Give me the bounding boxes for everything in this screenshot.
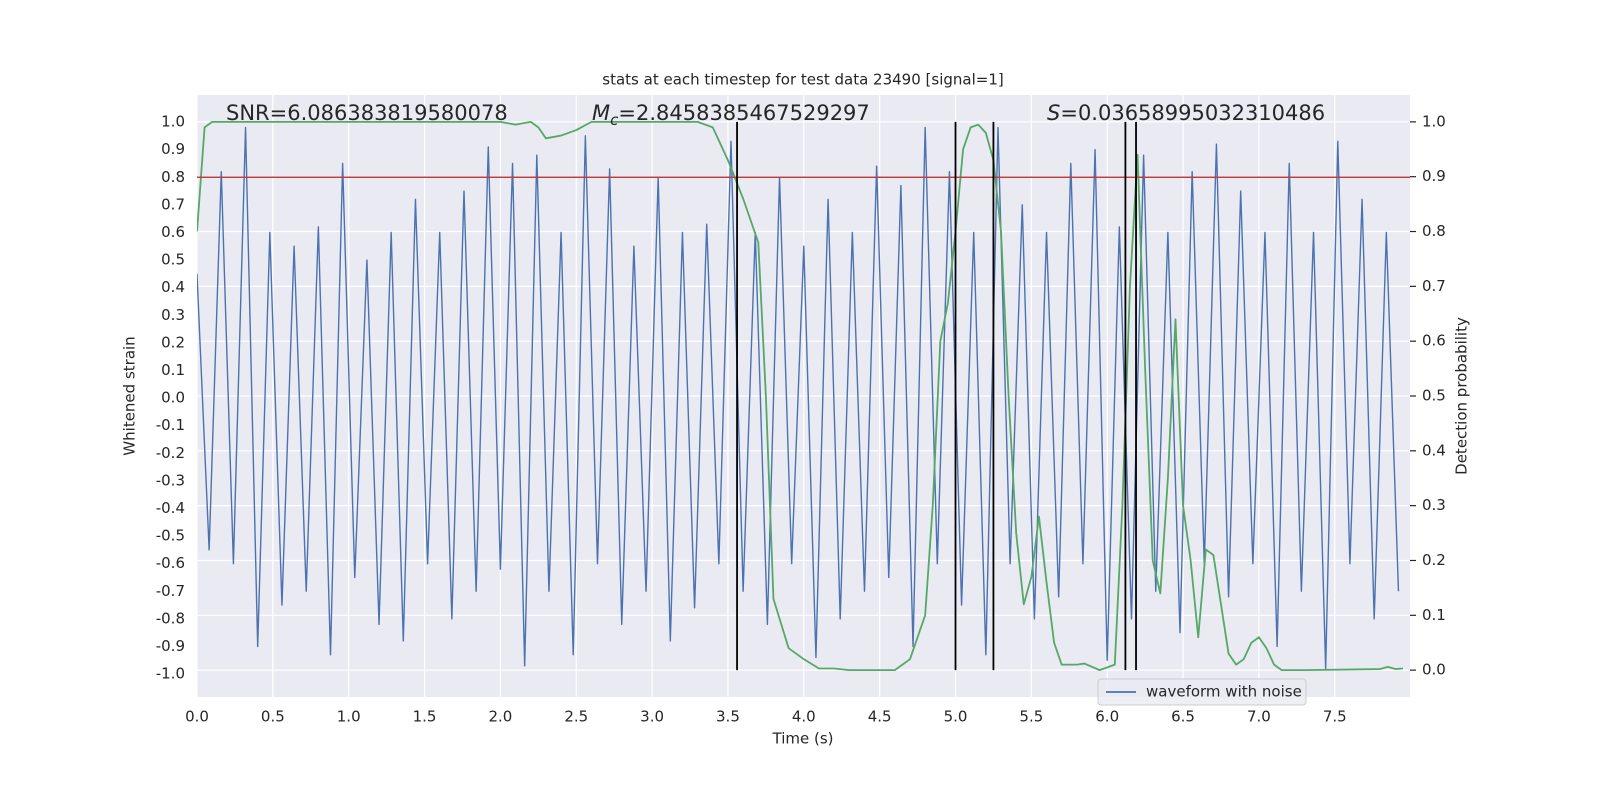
y-tick-label: 0.4: [161, 278, 185, 296]
y-tick-label: 0.1: [161, 361, 185, 379]
x-tick-label: 6.5: [1171, 708, 1195, 726]
y-tick-label: 0.2: [161, 333, 185, 351]
y2-tick-label: 0.2: [1422, 551, 1446, 569]
y-tick-label: 0.8: [161, 168, 185, 186]
annotation: S=0.03658995032310486: [1047, 101, 1325, 125]
y-tick-label: 1.0: [161, 113, 185, 131]
y-tick-label: -0.6: [156, 554, 185, 572]
y2-axis-label: Detection probability: [1453, 317, 1471, 475]
x-tick-label: 1.5: [413, 708, 437, 726]
x-tick-label: 4.0: [792, 708, 816, 726]
y2-tick-label: 0.0: [1422, 661, 1446, 679]
y-tick-label: -0.7: [156, 582, 185, 600]
x-tick-label: 0.0: [185, 708, 209, 726]
x-axis-label: Time (s): [772, 730, 834, 748]
y2-tick-label: 0.9: [1422, 167, 1446, 185]
y2-tick-label: 0.5: [1422, 387, 1446, 405]
annotation: SNR=6.086383819580078: [226, 101, 508, 125]
annotation-subscript: c: [610, 111, 619, 129]
x-tick-label: 3.5: [716, 708, 740, 726]
x-tick-label: 5.0: [944, 708, 968, 726]
x-tick-label: 7.0: [1247, 708, 1271, 726]
y-tick-label: 0.5: [161, 251, 185, 269]
y-tick-label: -0.9: [156, 637, 185, 655]
annotation-text: =0.03658995032310486: [1060, 101, 1325, 125]
x-tick-label: 4.5: [868, 708, 892, 726]
annotation-symbol: S: [1047, 101, 1060, 125]
x-tick-label: 0.5: [261, 708, 285, 726]
y2-tick-label: 0.6: [1422, 332, 1446, 350]
legend: waveform with noise: [1097, 678, 1307, 706]
annotation-symbol: M: [592, 101, 610, 125]
y2-tick-label: 0.7: [1422, 277, 1446, 295]
annotation: Mc=2.8458385467529297: [592, 101, 870, 129]
y-tick-label: 0.6: [161, 223, 185, 241]
y2-tick-label: 1.0: [1422, 112, 1446, 130]
x-tick-label: 5.5: [1019, 708, 1043, 726]
y-tick-label: 0.0: [161, 389, 185, 407]
y2-tick-label: 0.4: [1422, 441, 1446, 459]
x-tick-label: 2.5: [564, 708, 588, 726]
series-line: [197, 126, 1400, 670]
y2-tick-label: 0.8: [1422, 222, 1446, 240]
legend-box: [1097, 678, 1307, 706]
y-axis-label: Whitened strain: [121, 336, 139, 455]
y-tick-label: -1.0: [156, 665, 185, 683]
y-tick-label: 0.9: [161, 140, 185, 158]
y-tick-label: -0.2: [156, 444, 185, 462]
x-tick-label: 1.0: [337, 708, 361, 726]
y2-tick-label: 0.3: [1422, 496, 1446, 514]
y-tick-label: -0.5: [156, 527, 185, 545]
annotation-text: SNR=6.086383819580078: [226, 101, 508, 125]
x-tick-label: 2.0: [488, 708, 512, 726]
y-tick-label: -0.1: [156, 416, 185, 434]
legend-label: waveform with noise: [1146, 683, 1302, 701]
annotation-text: =2.8458385467529297: [618, 101, 869, 125]
chart-title: stats at each timestep for test data 234…: [602, 71, 1003, 89]
y-tick-label: -0.8: [156, 609, 185, 627]
x-tick-label: 3.0: [640, 708, 664, 726]
x-tick-label: 7.5: [1323, 708, 1347, 726]
y-tick-label: -0.4: [156, 499, 185, 517]
y2-tick-label: 0.1: [1422, 606, 1446, 624]
y-tick-label: 0.3: [161, 306, 185, 324]
x-tick-label: 6.0: [1095, 708, 1119, 726]
y-tick-label: 0.7: [161, 195, 185, 213]
y-tick-label: -0.3: [156, 471, 185, 489]
